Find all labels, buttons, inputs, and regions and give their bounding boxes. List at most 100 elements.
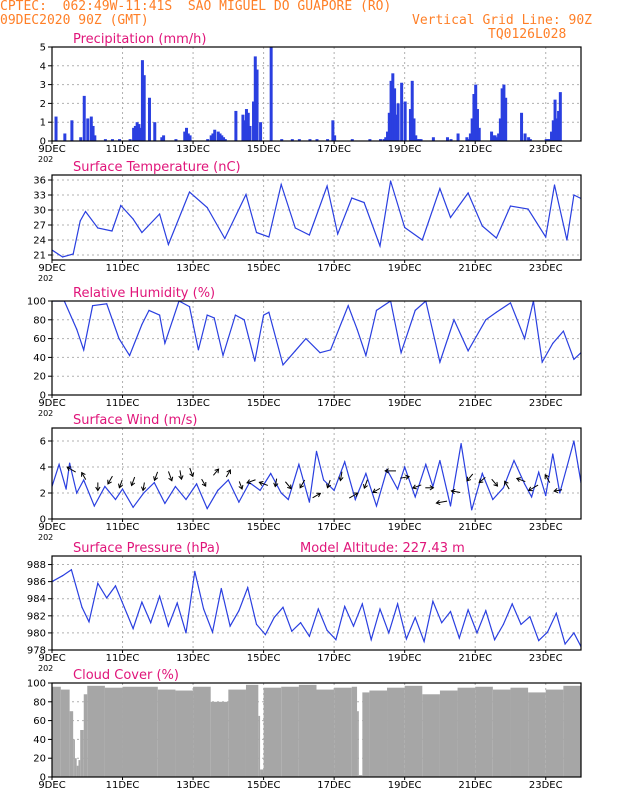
precip-bar	[350, 139, 354, 141]
precip-bar	[410, 80, 414, 141]
wind-arrow-shaft	[339, 471, 343, 481]
wind-arrow-shaft	[246, 479, 256, 484]
precip-bar	[414, 135, 418, 141]
x-tick-label: 17DEC	[317, 398, 351, 409]
precip-bar	[246, 112, 250, 141]
data-point	[118, 338, 120, 340]
cloud-bar	[351, 686, 358, 777]
wind-arrow-shaft	[154, 471, 159, 481]
data-point	[481, 225, 483, 227]
panel-annotation: Model Altitude: 227.43 m	[300, 541, 465, 556]
data-point	[449, 610, 452, 613]
wind-arrow	[189, 467, 195, 478]
x-tick-label: 19DEC	[388, 398, 422, 409]
y-tick-label: 2	[40, 489, 46, 500]
data-point	[106, 597, 108, 599]
panel-frame	[51, 46, 582, 142]
y-tick-label: 988	[27, 560, 46, 571]
cloud-bar	[122, 686, 158, 777]
data-point	[148, 309, 150, 311]
panel-frame	[51, 682, 582, 778]
data-point	[195, 483, 198, 485]
precip-bar	[174, 139, 178, 141]
x-tick-label: 9DEC	[38, 522, 65, 533]
precip-bar	[472, 94, 476, 141]
y-tick-label: 33	[33, 191, 46, 202]
cloud-bar	[334, 687, 352, 777]
data-point	[76, 492, 78, 494]
precip-bar	[557, 110, 561, 141]
data-point	[529, 616, 531, 618]
precip-bar	[396, 103, 400, 141]
data-point	[546, 631, 549, 633]
data-point	[493, 639, 496, 641]
wind-arrow	[130, 476, 136, 487]
wind-arrow	[95, 482, 101, 492]
x-tick-label: 11DEC	[106, 653, 140, 664]
precip-bar	[93, 135, 97, 141]
panel-title: Surface Pressure (hPa)	[73, 541, 220, 556]
cloud-bar	[258, 715, 261, 777]
data-point	[351, 197, 353, 199]
panel-4: 0 2 4 6 9DEC 11DEC 13DEC 15DEC 17DEC 19DEC 21DEC 23…	[38, 413, 582, 542]
precip-bar	[206, 139, 210, 141]
x-tick-label: 13DEC	[176, 144, 210, 155]
data-point	[211, 631, 214, 633]
precip-bar	[417, 139, 421, 141]
y-tick-label: 3	[40, 80, 46, 91]
x-year-label-partial: 202	[38, 155, 53, 164]
data-point	[141, 231, 143, 234]
x-tick-label: 21DEC	[458, 144, 492, 155]
y-tick-label: 986	[27, 577, 46, 588]
data-point	[158, 314, 161, 316]
data-point	[397, 603, 399, 605]
data-point	[84, 210, 87, 213]
precip-bar	[467, 139, 471, 141]
data-point	[352, 625, 355, 627]
data-point	[222, 354, 224, 357]
data-point	[333, 489, 335, 491]
y-tick-label: 20	[33, 754, 46, 765]
data-point	[335, 639, 337, 641]
x-tick-label: 21DEC	[458, 522, 492, 533]
wind-arrow-shaft	[189, 467, 194, 477]
data-point	[317, 608, 319, 610]
wind-arrow	[118, 479, 123, 489]
precip-bar	[185, 127, 189, 141]
data-point	[185, 498, 187, 501]
precip-bar	[382, 139, 386, 141]
x-year-label-partial: 202	[38, 409, 53, 418]
wind-arrow	[348, 492, 359, 499]
wind-arrow-shaft	[81, 472, 87, 480]
x-tick-label: 13DEC	[176, 522, 210, 533]
cloud-bar	[157, 689, 176, 777]
data-point	[308, 635, 311, 637]
data-point	[361, 603, 363, 605]
data-point	[220, 587, 222, 590]
data-point	[559, 492, 561, 494]
precip-bar	[259, 122, 263, 141]
wind-arrow-shaft	[179, 470, 182, 480]
x-tick-label: 23DEC	[529, 780, 563, 791]
x-tick-label: 17DEC	[317, 263, 351, 274]
cloud-bar	[104, 687, 123, 777]
data-point	[255, 231, 258, 234]
precip-bar	[393, 88, 397, 141]
data-point	[238, 610, 240, 612]
cloud-bar	[316, 689, 335, 777]
wind-arrow-shaft	[213, 468, 219, 476]
precip-bar	[82, 95, 86, 141]
y-tick-label: 21	[33, 251, 46, 262]
x-tick-label: 13DEC	[176, 653, 210, 664]
cloud-bar	[60, 689, 70, 777]
data-point	[203, 608, 205, 610]
precip-bar	[412, 118, 416, 141]
precip-bar	[493, 135, 497, 141]
data-point	[449, 505, 452, 507]
data-point	[397, 488, 399, 490]
cloud-bar	[52, 686, 61, 777]
wind-arrow-head	[405, 474, 411, 480]
precip-bar	[137, 124, 141, 141]
precip-bar	[211, 133, 215, 141]
